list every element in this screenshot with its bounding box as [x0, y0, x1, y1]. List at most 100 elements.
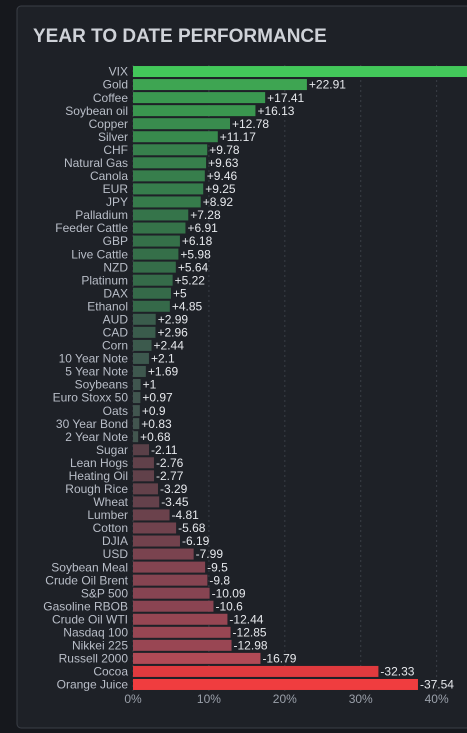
- value-label: +9.46: [207, 169, 238, 183]
- bar: [133, 405, 140, 417]
- category-label: Lean Hogs: [70, 456, 128, 470]
- value-label: -16.79: [262, 652, 296, 666]
- category-label: CAD: [103, 326, 129, 340]
- bar: [133, 287, 171, 299]
- value-label: -10.6: [215, 599, 243, 613]
- bar: [133, 379, 141, 391]
- x-tick-label: 20%: [273, 692, 297, 706]
- category-label: DAX: [103, 286, 128, 300]
- category-label: CHF: [103, 143, 128, 157]
- category-label: Platinum: [81, 273, 128, 287]
- category-label: NZD: [103, 260, 128, 274]
- category-label: DJIA: [102, 534, 128, 548]
- bar: [133, 118, 231, 130]
- value-label: +8.92: [203, 195, 234, 209]
- bar: [133, 613, 228, 625]
- bar: [133, 352, 149, 364]
- value-label: +0.9: [142, 404, 166, 418]
- category-label: EUR: [103, 182, 129, 196]
- bar: [133, 66, 467, 78]
- x-tick-label: 30%: [349, 692, 373, 706]
- value-label: -2.11: [151, 443, 178, 457]
- value-label: -12.85: [233, 625, 267, 639]
- category-label: Palladium: [75, 208, 128, 222]
- bar: [133, 509, 170, 521]
- value-label: +17.41: [267, 91, 304, 105]
- bar: [133, 144, 208, 156]
- bar: [133, 79, 307, 91]
- category-label: Cotton: [93, 521, 128, 535]
- category-label: Coffee: [93, 91, 128, 105]
- value-label: +7.28: [190, 208, 221, 222]
- category-label: AUD: [103, 312, 129, 326]
- bar: [133, 548, 194, 560]
- value-label: +5.22: [175, 273, 206, 287]
- category-label: Silver: [98, 130, 128, 144]
- value-label: +11.17: [220, 130, 256, 144]
- bar: [133, 418, 140, 430]
- category-label: Feeder Cattle: [55, 221, 128, 235]
- bar: [133, 326, 156, 338]
- bar: [133, 535, 180, 547]
- value-label: -10.09: [212, 586, 246, 600]
- category-label: Crude Oil WTI: [52, 612, 128, 626]
- bar: [133, 157, 207, 169]
- value-label: -3.45: [161, 495, 189, 509]
- value-label: +16.13: [257, 104, 294, 118]
- bar: [133, 274, 173, 286]
- bar: [133, 496, 160, 508]
- value-label: +2.96: [157, 326, 188, 340]
- value-label: -9.5: [207, 560, 228, 574]
- value-label: -3.29: [160, 482, 188, 496]
- category-label: 2 Year Note: [65, 430, 128, 444]
- bar: [133, 339, 152, 351]
- category-label: Euro Stoxx 50: [53, 391, 129, 405]
- category-label: Wheat: [93, 495, 128, 509]
- bar: [133, 652, 261, 664]
- value-label: -2.77: [156, 469, 184, 483]
- bar: [133, 678, 418, 690]
- bar: [133, 522, 177, 534]
- bar: [133, 313, 156, 325]
- value-label: +2.44: [154, 339, 185, 353]
- category-label: 5 Year Note: [65, 365, 128, 379]
- value-label: -6.19: [182, 534, 210, 548]
- value-label: -12.44: [229, 612, 263, 626]
- category-label: Live Cattle: [71, 247, 128, 261]
- category-label: Gold: [103, 78, 128, 92]
- category-label: Lumber: [87, 508, 128, 522]
- x-tick-label: 10%: [197, 692, 221, 706]
- bar: [133, 222, 186, 234]
- value-label: -37.54: [420, 678, 454, 692]
- bar: [133, 574, 208, 586]
- bar: [133, 665, 379, 677]
- value-label: -2.76: [156, 456, 184, 470]
- value-label: -12.98: [234, 639, 268, 653]
- bar: [133, 131, 218, 143]
- bar: [133, 209, 189, 221]
- bar: [133, 300, 170, 312]
- category-label: Soybean oil: [65, 104, 128, 118]
- category-label: Nikkei 225: [72, 639, 128, 653]
- value-label: -9.8: [209, 573, 230, 587]
- bar: [133, 470, 155, 482]
- category-label: Heating Oil: [69, 469, 128, 483]
- category-label: Natural Gas: [64, 156, 128, 170]
- category-label: Corn: [102, 339, 128, 353]
- value-label: +5.64: [178, 260, 209, 274]
- category-label: S&P 500: [81, 586, 128, 600]
- value-label: +0.97: [142, 391, 173, 405]
- bar: [133, 444, 150, 456]
- category-label: Canola: [90, 169, 128, 183]
- value-label: -5.68: [178, 521, 206, 535]
- value-label: +6.91: [187, 221, 218, 235]
- value-label: +1: [143, 378, 157, 392]
- category-label: Russell 2000: [59, 652, 129, 666]
- category-label: JPY: [106, 195, 128, 209]
- x-tick-label: 0%: [124, 692, 142, 706]
- bar: [133, 183, 204, 195]
- value-label: +4.85: [172, 299, 203, 313]
- bar: [133, 600, 214, 612]
- bar: [133, 587, 210, 599]
- bar: [133, 170, 205, 182]
